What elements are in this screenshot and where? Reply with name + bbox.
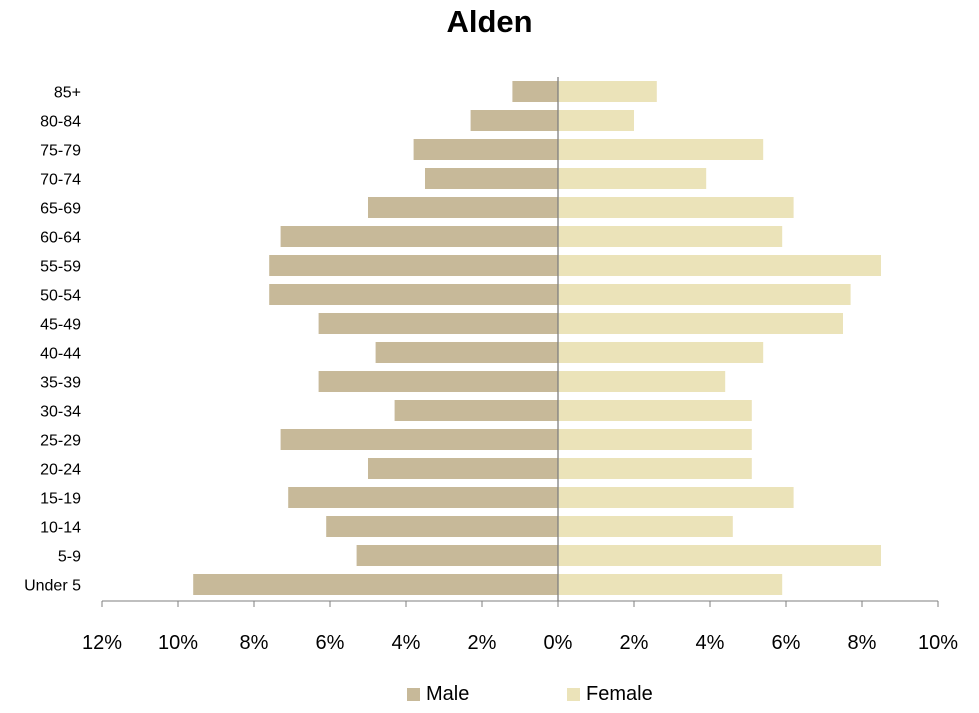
y-tick-label: 55-59: [40, 259, 81, 276]
x-tick-label: 4%: [696, 632, 725, 654]
bar-female-15-19: [558, 487, 794, 508]
bar-male-25-29: [280, 429, 558, 450]
bar-female-10-14: [558, 516, 733, 537]
bar-male-65-69: [368, 197, 558, 218]
x-tick-label: 6%: [772, 632, 801, 654]
bar-female-40-44: [558, 342, 764, 363]
bar-female-under-5: [558, 574, 783, 595]
bar-female-60-64: [558, 226, 783, 247]
bar-male-35-39: [318, 371, 558, 392]
bar-female-20-24: [558, 458, 752, 479]
y-tick-label: 30-34: [40, 404, 81, 421]
bar-male-55-59: [269, 255, 558, 276]
bar-male-10-14: [326, 516, 558, 537]
y-tick-label: 15-19: [40, 491, 81, 508]
bar-male-30-34: [394, 400, 558, 421]
bar-male-85+: [512, 81, 558, 102]
bar-male-15-19: [288, 487, 558, 508]
x-tick-label: 8%: [848, 632, 877, 654]
bar-male-80-84: [470, 110, 558, 131]
x-tick-label: 2%: [620, 632, 649, 654]
y-axis-labels: Under 5 5-9 10-14 15-19 20-24 25-29 30-34 35-39…: [24, 85, 81, 595]
bar-female-50-54: [558, 284, 851, 305]
bar-female-85+: [558, 81, 657, 102]
y-tick-label: 85+: [54, 85, 81, 102]
axes-group: [101, 77, 939, 607]
bar-female-25-29: [558, 429, 752, 450]
bar-female-45-49: [558, 313, 843, 334]
legend-label-female: Female: [586, 683, 653, 705]
bar-female-70-74: [558, 168, 707, 189]
y-tick-label: 40-44: [40, 346, 81, 363]
bar-female-65-69: [558, 197, 794, 218]
x-tick-label: 6%: [316, 632, 345, 654]
y-tick-label: 50-54: [40, 288, 81, 305]
y-tick-label: 35-39: [40, 375, 81, 392]
population-pyramid-chart: Under 5 5-9 10-14 15-19 20-24 25-29 30-34 35-39…: [24, 77, 958, 654]
bar-male-20-24: [368, 458, 558, 479]
bar-male-70-74: [425, 168, 558, 189]
x-tick-label: 2%: [468, 632, 497, 654]
x-tick-label: 0%: [544, 632, 573, 654]
y-tick-label: 45-49: [40, 317, 81, 334]
x-tick-label: 12%: [82, 632, 122, 654]
bar-female-80-84: [558, 110, 634, 131]
bars-group: [193, 81, 881, 595]
y-tick-label: Under 5: [24, 578, 81, 595]
y-tick-label: 5-9: [58, 549, 81, 566]
bar-female-5-9: [558, 545, 881, 566]
bar-female-35-39: [558, 371, 726, 392]
legend-swatch-female: [567, 688, 580, 701]
y-tick-label: 60-64: [40, 230, 81, 247]
y-tick-label: 70-74: [40, 172, 81, 189]
legend-label-male: Male: [426, 683, 470, 705]
bar-female-55-59: [558, 255, 881, 276]
bar-male-45-49: [318, 313, 558, 334]
y-tick-label: 10-14: [40, 520, 81, 537]
bar-male-40-44: [375, 342, 558, 363]
x-tick-label: 4%: [392, 632, 421, 654]
y-tick-label: 65-69: [40, 201, 81, 218]
bar-female-30-34: [558, 400, 752, 421]
bar-male-75-79: [413, 139, 558, 160]
bar-female-75-79: [558, 139, 764, 160]
x-tick-label: 10%: [918, 632, 958, 654]
y-tick-label: 80-84: [40, 114, 81, 131]
bar-male-60-64: [280, 226, 558, 247]
x-tick-label: 10%: [158, 632, 198, 654]
y-tick-label: 20-24: [40, 462, 81, 479]
legend-item-female: Female: [567, 683, 653, 706]
legend-swatch-male: [407, 688, 420, 701]
bar-male-50-54: [269, 284, 558, 305]
bar-male-5-9: [356, 545, 558, 566]
y-tick-label: 75-79: [40, 143, 81, 160]
x-axis-labels: 12% 10% 8% 6% 4% 2% 0% 2% 4% 6% 8% 10%: [82, 632, 958, 654]
y-tick-label: 25-29: [40, 433, 81, 450]
bar-male-under-5: [193, 574, 558, 595]
legend-item-male: Male: [407, 683, 469, 706]
chart-title: Alden: [446, 4, 533, 39]
legend: Male Female: [0, 683, 979, 711]
x-tick-label: 8%: [240, 632, 269, 654]
